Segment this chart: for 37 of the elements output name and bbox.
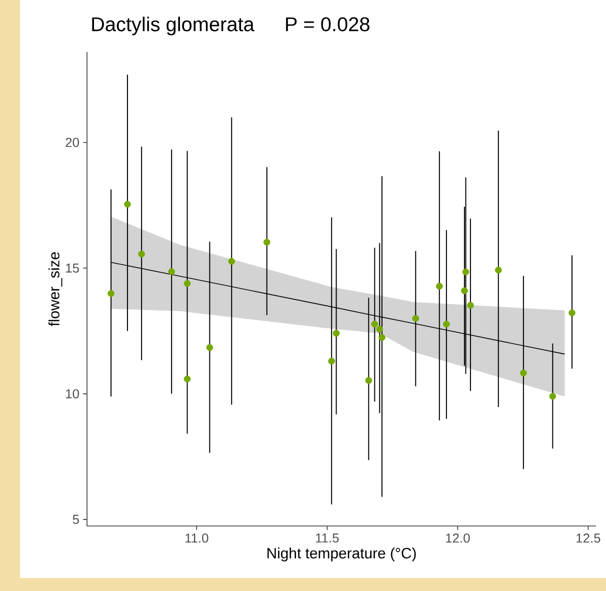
point <box>138 250 145 258</box>
point <box>228 258 236 265</box>
x-axis-title: Night temperature (°C) <box>267 548 416 562</box>
point <box>376 326 384 333</box>
point <box>467 302 474 309</box>
point <box>568 309 576 316</box>
point <box>436 282 443 290</box>
point <box>520 370 527 376</box>
point <box>168 268 175 276</box>
point <box>206 344 214 351</box>
y-tick-label: 20 <box>66 138 79 148</box>
point <box>184 280 191 287</box>
y-tick-label: 5 <box>72 514 79 524</box>
point <box>328 358 335 365</box>
point <box>108 290 114 297</box>
point <box>332 330 340 337</box>
y-axis-title: flower_size <box>48 252 62 326</box>
x-tick-label: 11.0 <box>186 534 208 543</box>
point <box>462 268 470 276</box>
point <box>461 287 468 294</box>
y-tick-label: 10 <box>66 389 79 398</box>
text: P = 0.028 <box>286 17 370 32</box>
point <box>263 238 270 246</box>
x-tick-label: 12.5 <box>576 534 600 543</box>
x-tick-label: 11.5 <box>316 534 339 543</box>
point <box>494 266 502 274</box>
point <box>443 320 450 328</box>
chart-title: Dactylis glomerata <box>92 16 254 36</box>
point <box>365 377 372 384</box>
point <box>184 376 191 382</box>
point <box>412 314 420 322</box>
x-tick-label: 12.0 <box>446 534 470 543</box>
point <box>124 200 131 208</box>
point <box>549 392 556 400</box>
point <box>378 334 386 341</box>
y-tick-label: 15 <box>66 264 79 273</box>
point <box>371 320 378 328</box>
